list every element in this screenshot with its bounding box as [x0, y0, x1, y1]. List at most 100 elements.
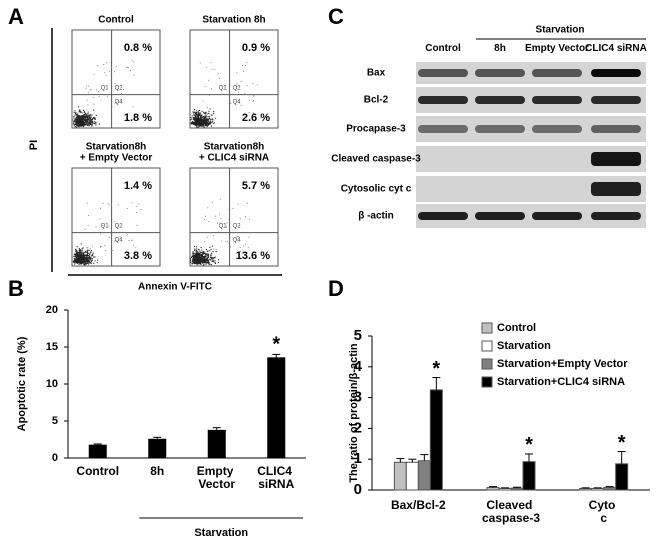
y-tick-label: 2: [354, 419, 362, 436]
event-dot: [228, 209, 230, 211]
event-dot: [197, 260, 200, 262]
event-dot: [192, 111, 194, 113]
event-dot: [238, 91, 240, 93]
text-line: Bax/Bcl-2: [391, 498, 446, 512]
event-dot: [206, 258, 208, 260]
event-dot: [87, 249, 89, 251]
event-dot: [78, 125, 80, 127]
event-dot: [244, 64, 246, 66]
quadrant-label: Q2: [115, 85, 124, 91]
error-bar: [605, 486, 614, 488]
event-dot: [74, 263, 76, 265]
event-dot: [91, 258, 93, 260]
event-dot: [236, 72, 238, 74]
event-dot: [202, 260, 204, 262]
legend-label: Starvation: [497, 340, 551, 352]
legend-swatch: [481, 322, 493, 334]
event-dot: [206, 107, 208, 109]
event-dot: [95, 114, 97, 116]
percentage: 3.8 %: [124, 250, 152, 262]
event-dot: [83, 111, 86, 113]
event-dot: [97, 90, 99, 92]
event-dot: [74, 123, 77, 126]
event-dot: [75, 125, 77, 128]
event-dot: [79, 124, 81, 126]
event-dot: [239, 217, 241, 219]
group-label: Starvation: [194, 527, 248, 539]
event-dot: [77, 252, 79, 254]
event-dot: [99, 218, 101, 220]
event-dot: [78, 257, 81, 259]
event-dot: [83, 119, 85, 121]
event-dot: [190, 260, 192, 262]
event-dot: [87, 112, 89, 115]
event-dot: [201, 122, 203, 125]
event-dot: [203, 257, 205, 259]
event-dot: [195, 259, 197, 261]
event-dot: [195, 255, 197, 258]
event-dot: [85, 116, 88, 118]
event-dot: [205, 121, 208, 123]
event-dot: [198, 261, 200, 263]
event-dot: [217, 222, 219, 224]
event-dot: [194, 111, 196, 113]
quadrant-label: Q2: [233, 85, 242, 91]
event-dot: [206, 125, 208, 127]
event-dot: [80, 257, 82, 259]
event-dot: [252, 101, 254, 103]
event-dot: [81, 123, 83, 125]
event-dot: [205, 261, 207, 264]
event-dot: [213, 248, 215, 250]
event-dot: [209, 94, 211, 96]
event-dot: [197, 126, 199, 128]
event-dot: [100, 246, 102, 248]
event-dot: [82, 254, 85, 256]
event-dot: [114, 221, 116, 223]
event-dot: [246, 84, 248, 86]
blot-band: [591, 96, 641, 104]
event-dot: [73, 253, 75, 255]
event-dot: [244, 243, 246, 245]
event-dot: [81, 250, 83, 252]
event-dot: [209, 115, 211, 117]
event-dot: [89, 251, 92, 253]
event-dot: [90, 120, 92, 122]
event-dot: [75, 121, 77, 123]
event-dot: [201, 252, 204, 254]
event-dot: [205, 263, 207, 265]
event-dot: [73, 117, 75, 119]
event-dot: [86, 124, 89, 127]
event-dot: [132, 61, 134, 63]
event-dot: [207, 118, 209, 121]
event-dot: [207, 253, 209, 255]
event-dot: [87, 120, 89, 122]
event-dot: [85, 123, 87, 125]
error-bar: [396, 458, 405, 463]
event-dot: [77, 122, 79, 124]
event-dot: [210, 122, 212, 124]
event-dot: [218, 77, 220, 79]
event-dot: [78, 255, 80, 257]
event-dot: [77, 253, 79, 256]
event-dot: [193, 121, 195, 124]
event-dot: [205, 115, 208, 117]
event-dot: [74, 259, 76, 261]
panel-label: B: [8, 276, 24, 301]
event-dot: [203, 265, 205, 267]
event-dot: [77, 256, 79, 258]
event-dot: [107, 203, 109, 205]
event-dot: [85, 254, 87, 256]
event-dot: [212, 251, 214, 253]
event-dot: [208, 263, 210, 265]
event-dot: [207, 256, 210, 259]
y-tick-label: 1: [354, 450, 362, 467]
row-label: Bax: [367, 68, 386, 79]
event-dot: [79, 262, 81, 264]
event-dot: [84, 119, 86, 121]
event-dot: [93, 123, 96, 125]
event-dot: [201, 257, 203, 259]
event-dot: [86, 254, 88, 256]
event-dot: [194, 256, 196, 259]
event-dot: [190, 256, 193, 259]
event-dot: [213, 122, 215, 124]
